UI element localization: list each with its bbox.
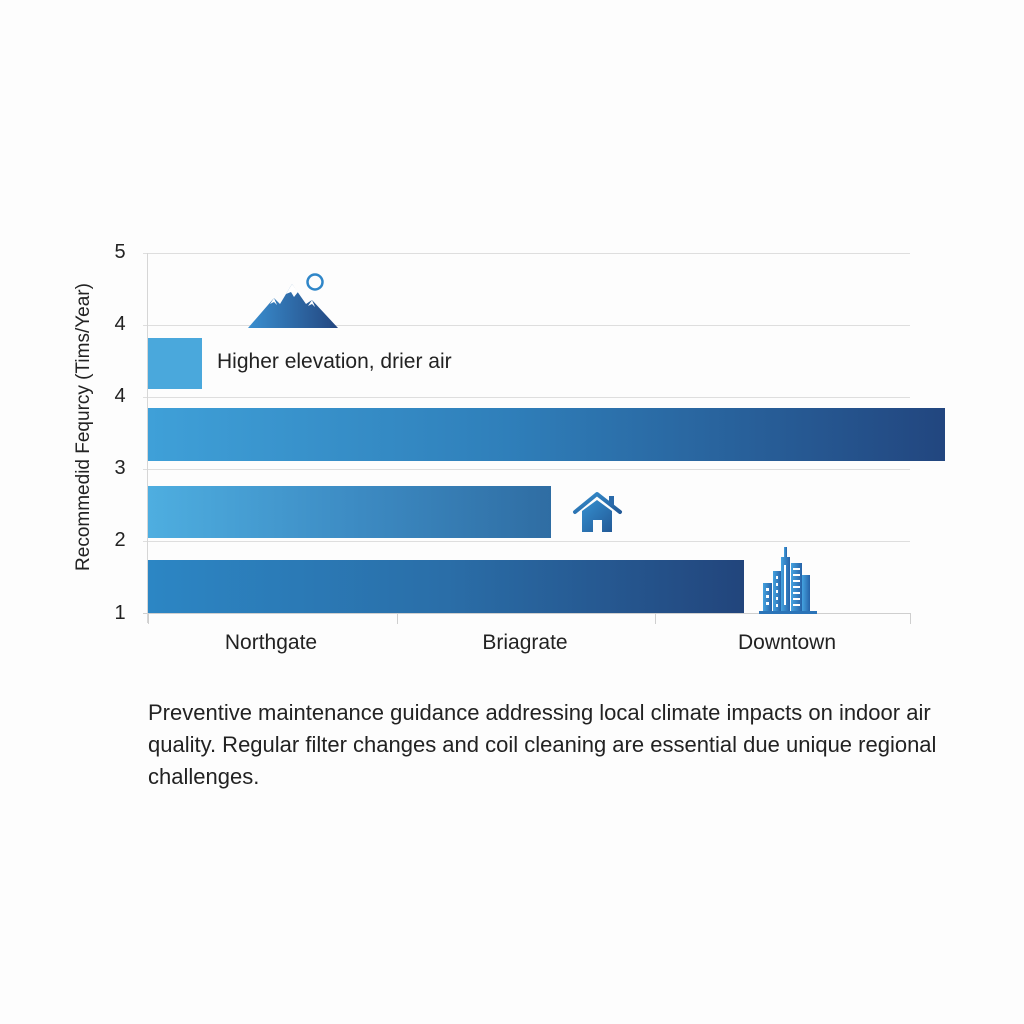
y-tick-label: 1 <box>114 602 126 624</box>
city-buildings-icon <box>759 547 817 614</box>
chart-description: Preventive maintenance guidance addressi… <box>148 700 937 789</box>
x-tick-mark <box>397 613 398 624</box>
gridline <box>143 469 910 470</box>
y-tick-label: 5 <box>114 241 126 263</box>
legend-label: Higher elevation, drier air <box>217 350 452 373</box>
bar-briagrate <box>148 486 551 538</box>
x-tick-mark <box>148 613 149 624</box>
gridline <box>143 541 910 542</box>
x-label-downtown: Downtown <box>737 631 837 654</box>
y-tick-label: 4 <box>114 385 126 407</box>
gridline <box>143 325 910 326</box>
bar-elevation <box>148 408 945 461</box>
x-label-briagrate: Briagrate <box>482 631 568 654</box>
x-tick-mark <box>655 613 656 624</box>
y-axis-title: Recommedid Fequrcy (Tims/Year) <box>73 283 94 571</box>
y-tick-label: 3 <box>114 457 126 479</box>
x-label-northgate: Northgate <box>224 631 318 654</box>
y-tick-label: 4 <box>114 313 126 335</box>
y-axis-line <box>147 253 148 623</box>
gridline <box>143 397 910 398</box>
gridline <box>143 253 910 254</box>
y-tick-label: 2 <box>114 529 126 551</box>
mountain-icon <box>248 273 338 328</box>
legend-swatch <box>148 338 202 389</box>
x-axis-line <box>143 613 910 614</box>
x-tick-mark <box>910 613 911 624</box>
house-icon <box>573 492 622 532</box>
bar-downtown <box>148 560 744 613</box>
